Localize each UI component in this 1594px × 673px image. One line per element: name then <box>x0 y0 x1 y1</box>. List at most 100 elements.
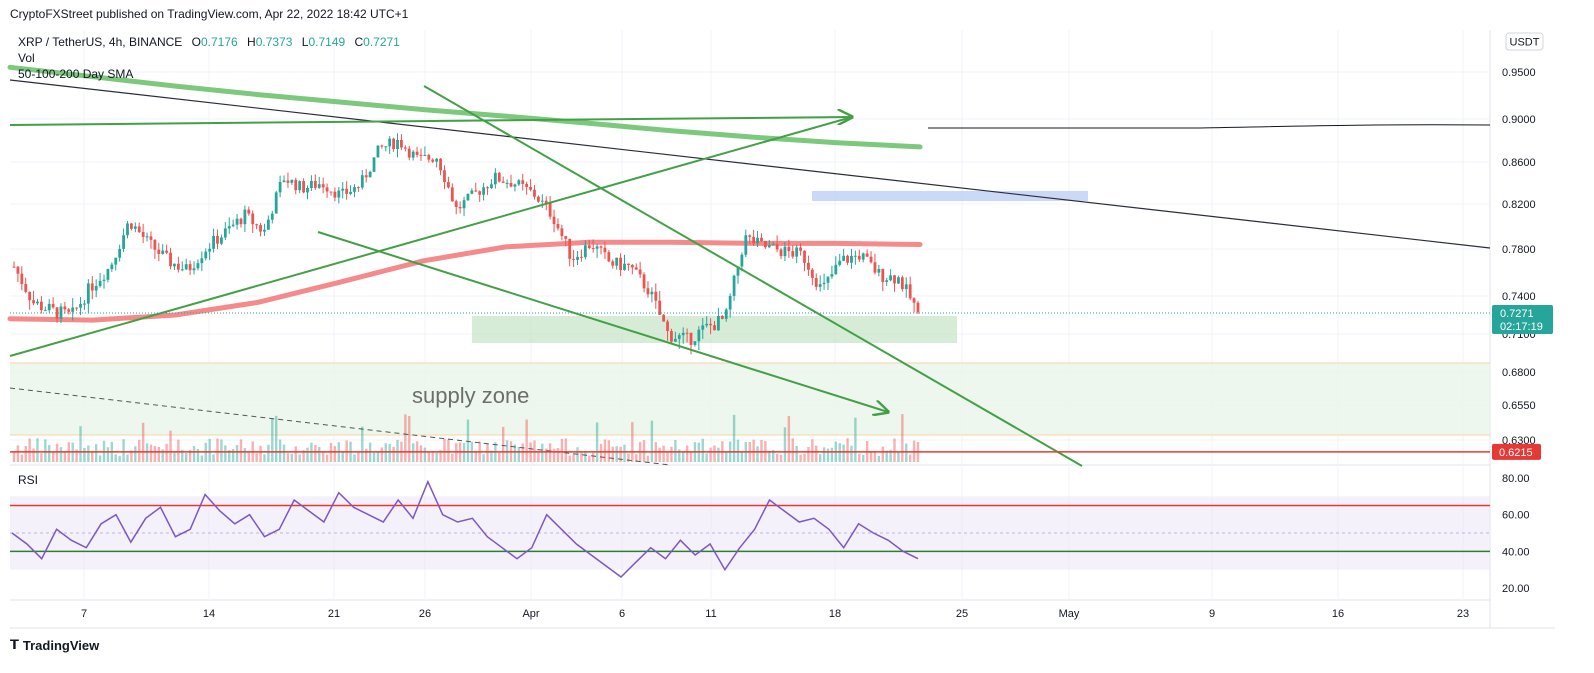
candle-body <box>838 260 842 265</box>
volume-bar <box>646 455 650 462</box>
volume-bar <box>44 439 47 462</box>
volume-bar <box>263 454 266 462</box>
candle-body <box>732 275 736 296</box>
legend-sma[interactable]: 50-100-200 Day SMA <box>18 67 134 81</box>
volume-bar <box>482 454 485 462</box>
candle-body <box>724 309 728 319</box>
volume-bar <box>666 451 669 462</box>
candle-body <box>681 332 685 336</box>
candle-body <box>810 269 814 278</box>
candle-body <box>552 216 556 224</box>
candle-body <box>717 315 720 331</box>
candle-body <box>196 263 200 269</box>
volume-bar <box>893 438 896 462</box>
sma-50-line <box>7 239 923 323</box>
volume-bar <box>59 447 63 462</box>
volume-bar <box>572 454 575 462</box>
candle-body <box>454 201 458 208</box>
volume-bar <box>662 445 665 462</box>
volume-bar <box>811 439 814 462</box>
candle-body <box>853 255 857 257</box>
volume-bar <box>756 446 759 462</box>
volume-bar <box>822 447 826 462</box>
candle-body <box>43 310 47 312</box>
time-tick-label: 16 <box>1332 608 1344 620</box>
volume-bar <box>423 447 427 462</box>
footer-brand[interactable]: 𝗧 TradingView <box>10 637 99 653</box>
candle-body <box>372 157 376 172</box>
candle-body <box>443 170 446 183</box>
candle-body <box>505 182 509 184</box>
candle-body <box>247 209 251 214</box>
volume-bar <box>173 452 176 462</box>
candle-body <box>39 301 43 311</box>
volume-bar <box>396 439 399 462</box>
candle-body <box>638 269 642 275</box>
candle-body <box>599 246 603 248</box>
volume-bar <box>486 443 489 462</box>
candle-body <box>583 245 587 258</box>
candle-body <box>71 307 75 312</box>
candle-body <box>521 180 525 184</box>
candle-body <box>701 325 705 330</box>
resistance-box <box>812 191 1088 201</box>
volume-bar <box>599 443 603 462</box>
volume-bar <box>591 452 595 462</box>
candle-body <box>908 284 912 299</box>
volume-bar <box>736 439 740 462</box>
candle-body <box>384 146 388 148</box>
candle-body <box>568 238 572 259</box>
support-level-tag <box>1492 443 1541 460</box>
supply-zone-label: supply zone <box>412 383 529 408</box>
candle-body <box>689 332 693 345</box>
volume-bar <box>775 454 779 462</box>
volume-bar <box>118 455 121 462</box>
volume-bar <box>32 448 35 462</box>
volume-bar <box>498 452 501 462</box>
legend-ohlc: XRP / TetherUS, 4h, BINANCE O0.7176 H0.7… <box>18 34 400 50</box>
candle-body <box>842 255 846 261</box>
legend-vol[interactable]: Vol <box>18 51 35 65</box>
time-tick-label: 6 <box>619 608 625 620</box>
volume-bar <box>126 454 129 462</box>
volume-bar <box>200 455 204 462</box>
candle-body <box>282 180 286 182</box>
projection-arrow <box>317 231 888 412</box>
legend-high: 0.7373 <box>255 35 293 49</box>
volume-bar <box>145 443 149 462</box>
rsi-pane: RSI <box>10 473 1490 578</box>
volume-bar <box>306 447 309 462</box>
volume-bar <box>725 452 728 462</box>
time-tick-label: 11 <box>705 608 716 620</box>
candle-body <box>693 341 697 345</box>
candle-body <box>536 196 540 202</box>
last-price-value: 0.7271 <box>1500 308 1534 320</box>
candle-body <box>889 275 893 281</box>
candle-body <box>263 229 266 232</box>
volume-bar <box>752 439 755 462</box>
projection-path <box>928 124 1491 129</box>
volume-bar <box>267 444 270 462</box>
volume-bars <box>12 414 920 462</box>
candle-body <box>407 148 411 158</box>
candle-body <box>149 236 153 240</box>
volume-bar <box>451 453 454 462</box>
candle-body <box>795 247 799 257</box>
volume-bar <box>192 446 196 462</box>
candle-body <box>525 183 529 187</box>
sma-lines <box>7 64 923 323</box>
volume-bar <box>631 422 634 462</box>
rsi-tick-label: 60.00 <box>1502 510 1530 522</box>
candle-body <box>580 256 583 258</box>
volume-bar <box>897 452 900 462</box>
candle-body <box>450 187 454 202</box>
candle-body <box>310 180 313 188</box>
volume-bar <box>787 416 791 462</box>
candle-body <box>900 277 904 290</box>
candle-body <box>286 180 290 183</box>
volume-bar <box>650 420 654 462</box>
candle-body <box>360 175 364 188</box>
volume-bar <box>490 450 493 462</box>
candle-body <box>478 191 482 195</box>
